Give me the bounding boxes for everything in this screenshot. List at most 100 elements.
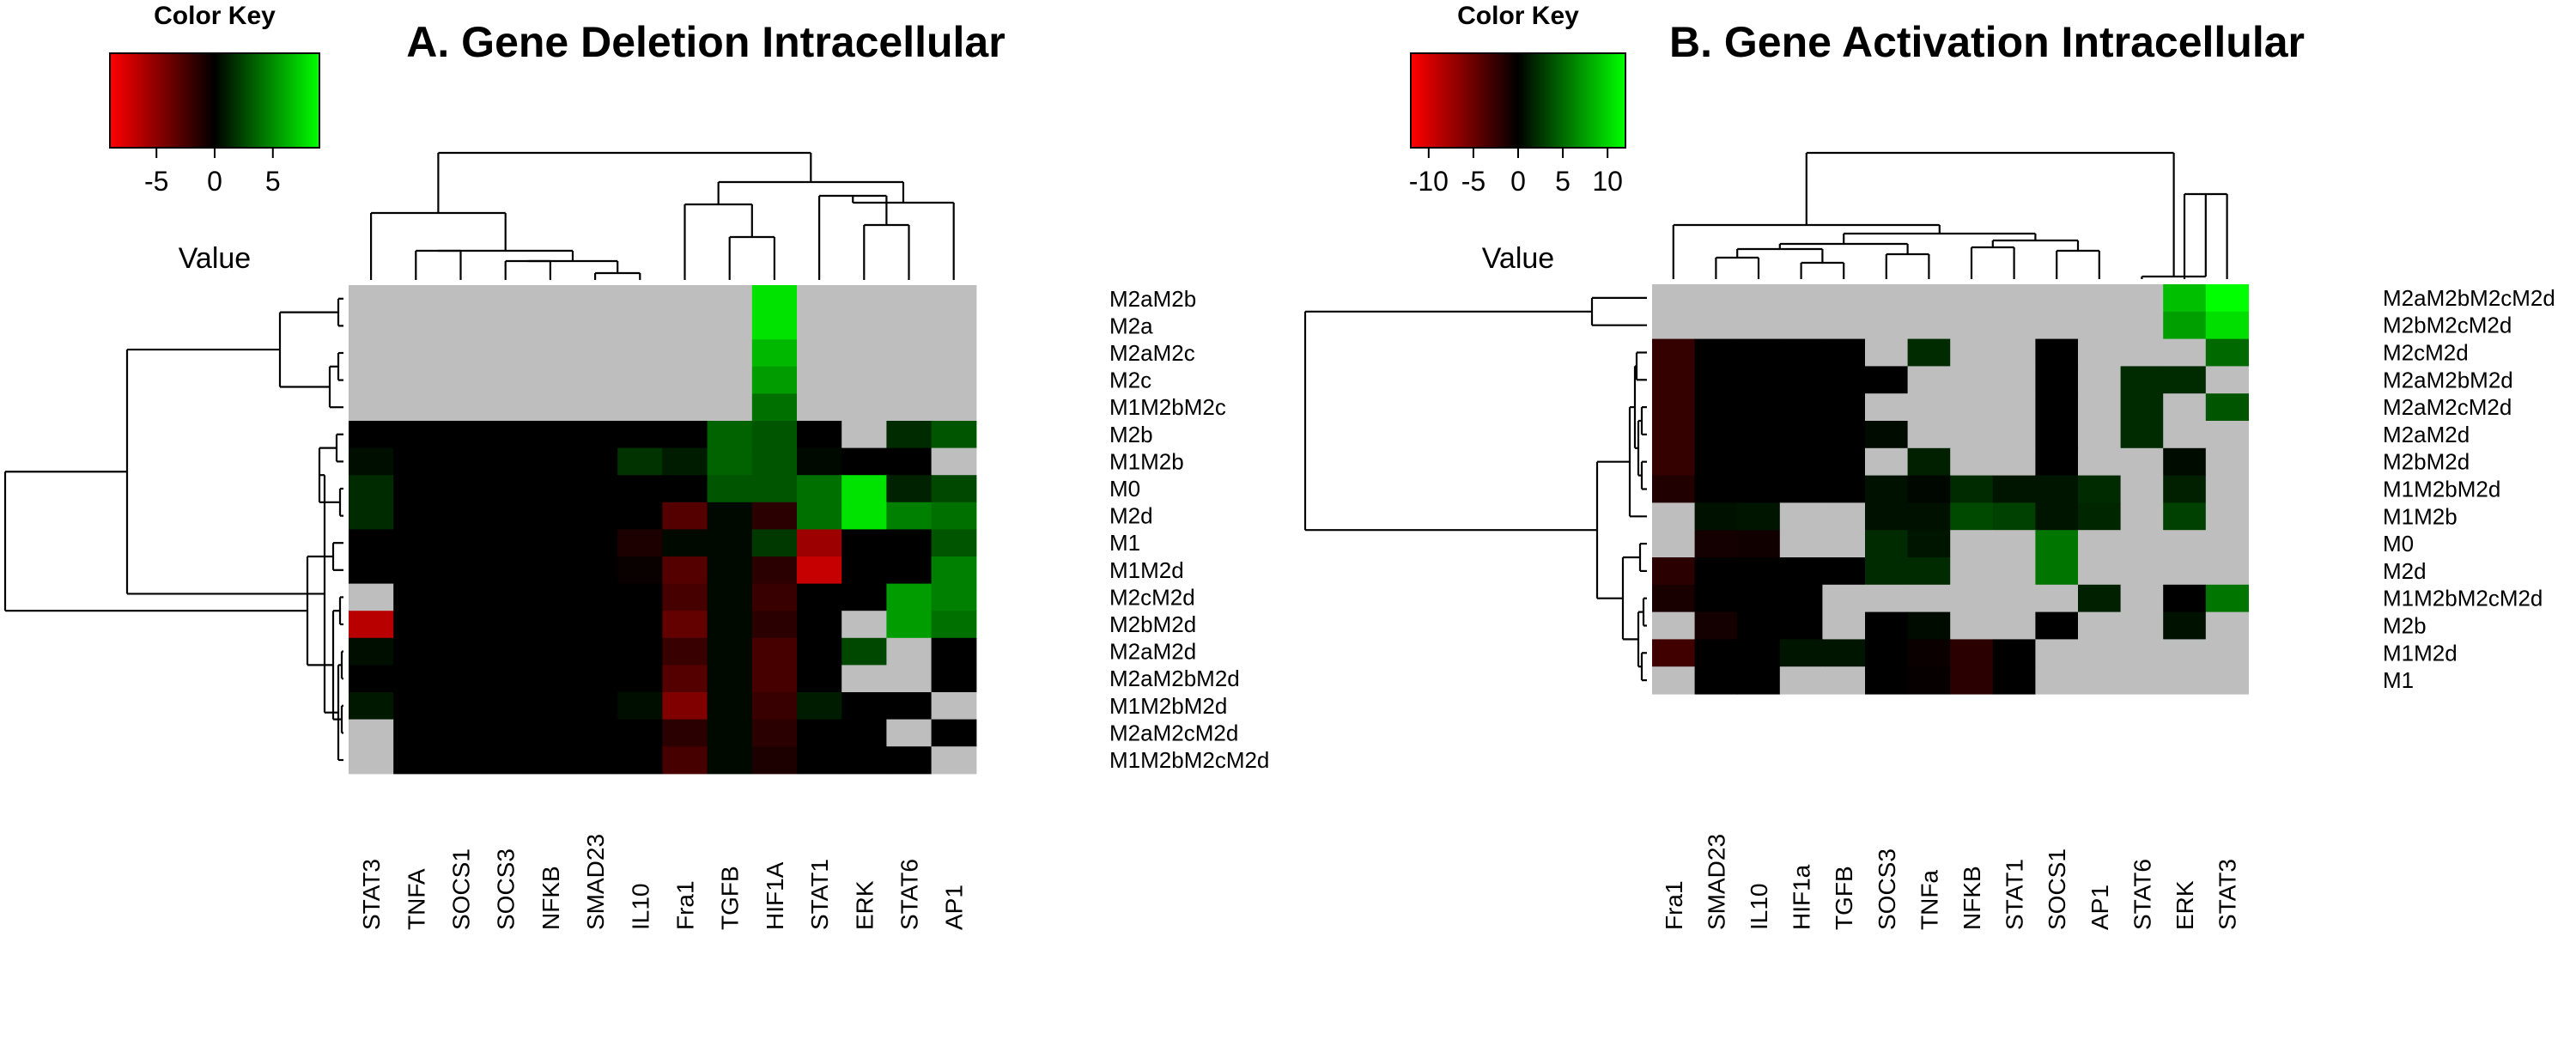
- heatmap-cell-M2c-NFKB: [527, 366, 574, 394]
- heatmap-cell-M2aM2bM2d-STAT3: [2205, 366, 2249, 394]
- heatmap-cell-M2aM2d-AP1: [931, 637, 977, 666]
- heatmap-cell-M2aM2cM2d-AP1: [931, 719, 977, 747]
- heatmap-cell-M2aM2cM2d-SMAD23: [1694, 393, 1738, 422]
- heatmap-cell-M0-HIF1A: [751, 475, 798, 503]
- heatmap-cell-M2cM2d-NFKB: [1950, 338, 1994, 367]
- heatmap-cell-M2cM2d-IL10: [617, 583, 663, 611]
- heatmap-cell-M2cM2d-ERK: [2163, 338, 2207, 367]
- heatmap-cell-M2aM2bM2d-AP1: [2078, 366, 2122, 394]
- heatmap-cell-M2d-TNFa: [1907, 557, 1951, 586]
- heatmap-cell-M2aM2b-ERK: [841, 285, 887, 313]
- heatmap-cell-M2bM2d-STAT6: [2120, 447, 2164, 477]
- heatmap-cell-M2d-SOCS1: [2035, 557, 2079, 586]
- heatmap-cell-M1M2bM2d-STAT3: [349, 692, 394, 721]
- heatmap-cell-M2a-STAT1: [797, 312, 842, 340]
- heatmap-cell-M2aM2d-TNFa: [1907, 421, 1951, 449]
- heatmap-cell-M2aM2b-TGFB: [707, 285, 753, 313]
- heatmap-cell-M1-IL10: [1737, 666, 1781, 695]
- heatmap-cell-M2d-Fra1: [1652, 557, 1696, 586]
- heatmap-cell-M1-STAT6: [2120, 666, 2164, 695]
- row-label: M2bM2cM2d: [2383, 313, 2512, 338]
- heatmap-cell-M1M2b-AP1: [2078, 502, 2122, 531]
- heatmap-cell-M0-TNFa: [1907, 530, 1951, 558]
- heatmap-cell-M1M2bM2d-AP1: [931, 692, 977, 721]
- heatmap-cell-M0-AP1: [2078, 530, 2122, 558]
- heatmap-cell-M2a-STAT6: [886, 312, 933, 340]
- column-label: TGFB: [717, 866, 744, 930]
- heatmap-cell-M2aM2bM2cM2d-SOCS1: [2035, 284, 2079, 313]
- heatmap-cell-M2cM2d-NFKB: [527, 583, 574, 611]
- heatmap-cell-M2aM2c-STAT3: [349, 339, 394, 368]
- heatmap-cell-M2b-TNFa: [1907, 611, 1951, 640]
- heatmap-cell-M1M2bM2d-TNFa: [1907, 475, 1951, 503]
- heatmap-cell-M1M2bM2cM2d-IL10: [617, 746, 663, 775]
- heatmap-cell-M2a-SOCS1: [438, 312, 484, 340]
- heatmap-cell-M2c-Fra1: [662, 366, 708, 394]
- heatmap-cell-M1M2bM2d-Fra1: [662, 692, 708, 721]
- heatmap-cell-M1M2d-AP1: [931, 556, 977, 585]
- heatmap-cell-M2b-HIF1A: [751, 421, 798, 449]
- heatmap-cell-M2aM2cM2d-HIF1A: [751, 719, 798, 747]
- heatmap-cell-M1M2bM2cM2d-NFKB: [1950, 584, 1994, 613]
- heatmap-cell-M2b-STAT6: [886, 421, 933, 449]
- heatmap-cell-M1-TNFa: [1907, 666, 1951, 695]
- heatmap-cell-M0-STAT6: [2120, 530, 2164, 558]
- heatmap-cell-M2b-NFKB: [527, 421, 574, 449]
- heatmap-cell-M1M2b-STAT1: [797, 447, 842, 476]
- heatmap-cell-M2aM2d-STAT1: [1992, 421, 2036, 449]
- heatmap-cell-M0-TGFB: [707, 475, 753, 503]
- heatmap-cell-M1-SOCS1: [438, 529, 484, 557]
- heatmap-cell-M1M2bM2cM2d-TGFB: [707, 746, 753, 775]
- heatmap-cell-M2c-IL10: [617, 366, 663, 394]
- row-label: M2aM2d: [1109, 639, 1196, 665]
- heatmap-cell-M2bM2cM2d-IL10: [1737, 311, 1781, 340]
- heatmap-cell-M2cM2d-STAT3: [349, 583, 394, 611]
- column-dendrogram: [1672, 151, 2228, 279]
- heatmap-cell-M2d-AP1: [2078, 557, 2122, 586]
- heatmap-cell-M1M2d-ERK: [2163, 639, 2207, 667]
- heatmap-cell-M1M2bM2d-TGFB: [707, 692, 753, 721]
- heatmap-cell-M2aM2bM2d-Fra1: [662, 665, 708, 693]
- heatmap-cell-M2d-Fra1: [662, 502, 708, 530]
- heatmap-cell-M2cM2d-Fra1: [662, 583, 708, 611]
- heatmap-cell-M2c-SMAD23: [573, 366, 618, 394]
- heatmap-cell-M2bM2d-HIF1a: [1779, 447, 1823, 477]
- row-label: M2aM2cM2d: [2383, 394, 2512, 420]
- heatmap-cell-M2cM2d-SOCS1: [438, 583, 484, 611]
- heatmap-cell-M2bM2d-TNFA: [393, 611, 439, 639]
- heatmap-cell-M2cM2d-SMAD23: [1694, 338, 1738, 367]
- heatmap-cell-M2d-AP1: [931, 502, 977, 530]
- column-label: Fra1: [1661, 880, 1687, 930]
- heatmap-cell-M1M2d-STAT6: [2120, 639, 2164, 667]
- heatmap-cell-M2aM2bM2d-SOCS3: [483, 665, 529, 693]
- heatmap-cell-M2aM2bM2cM2d-STAT6: [2120, 284, 2164, 313]
- heatmap-cell-M2aM2cM2d-IL10: [1737, 393, 1781, 422]
- heatmap-cell-M2aM2cM2d-TNFA: [393, 719, 439, 747]
- heatmap-cell-M2bM2cM2d-Fra1: [1652, 311, 1696, 340]
- heatmap-cell-M2aM2c-Fra1: [662, 339, 708, 368]
- heatmap-cell-M1M2bM2d-NFKB: [1950, 475, 1994, 503]
- heatmap-cell-M1M2bM2cM2d-TNFa: [1907, 584, 1951, 613]
- heatmap-cell-M2aM2bM2cM2d-ERK: [2163, 284, 2207, 313]
- row-label: M2aM2cM2d: [1109, 720, 1238, 745]
- heatmap-cell-M2cM2d-STAT6: [2120, 338, 2164, 367]
- heatmap-cell-M0-Fra1: [662, 475, 708, 503]
- column-label: NFKB: [1959, 866, 1985, 930]
- column-label: STAT1: [806, 859, 833, 930]
- heatmap-cell-M2d-STAT6: [886, 502, 933, 530]
- heatmap-cell-M2cM2d-ERK: [841, 583, 887, 611]
- heatmap-cell-M1M2b-NFKB: [527, 447, 574, 476]
- column-label: AP1: [2087, 885, 2113, 930]
- heatmap-cell-M1-AP1: [931, 529, 977, 557]
- heatmap-cell-M1M2bM2c-HIF1A: [751, 393, 798, 422]
- heatmap-cell-M2aM2c-NFKB: [527, 339, 574, 368]
- heatmap-cell-M2aM2bM2d-SOCS3: [1865, 366, 1909, 394]
- heatmap-cell-M1M2bM2d-SOCS1: [438, 692, 484, 721]
- heatmap-cell-M2aM2cM2d-SOCS3: [1865, 393, 1909, 422]
- heatmap-cell-M2bM2cM2d-SOCS3: [1865, 311, 1909, 340]
- heatmap-cell-M1M2bM2d-SMAD23: [1694, 475, 1738, 503]
- heatmap-cell-M2aM2b-SMAD23: [573, 285, 618, 313]
- column-label: SOCS3: [1874, 848, 1900, 930]
- heatmap-cell-M1M2bM2cM2d-Fra1: [662, 746, 708, 775]
